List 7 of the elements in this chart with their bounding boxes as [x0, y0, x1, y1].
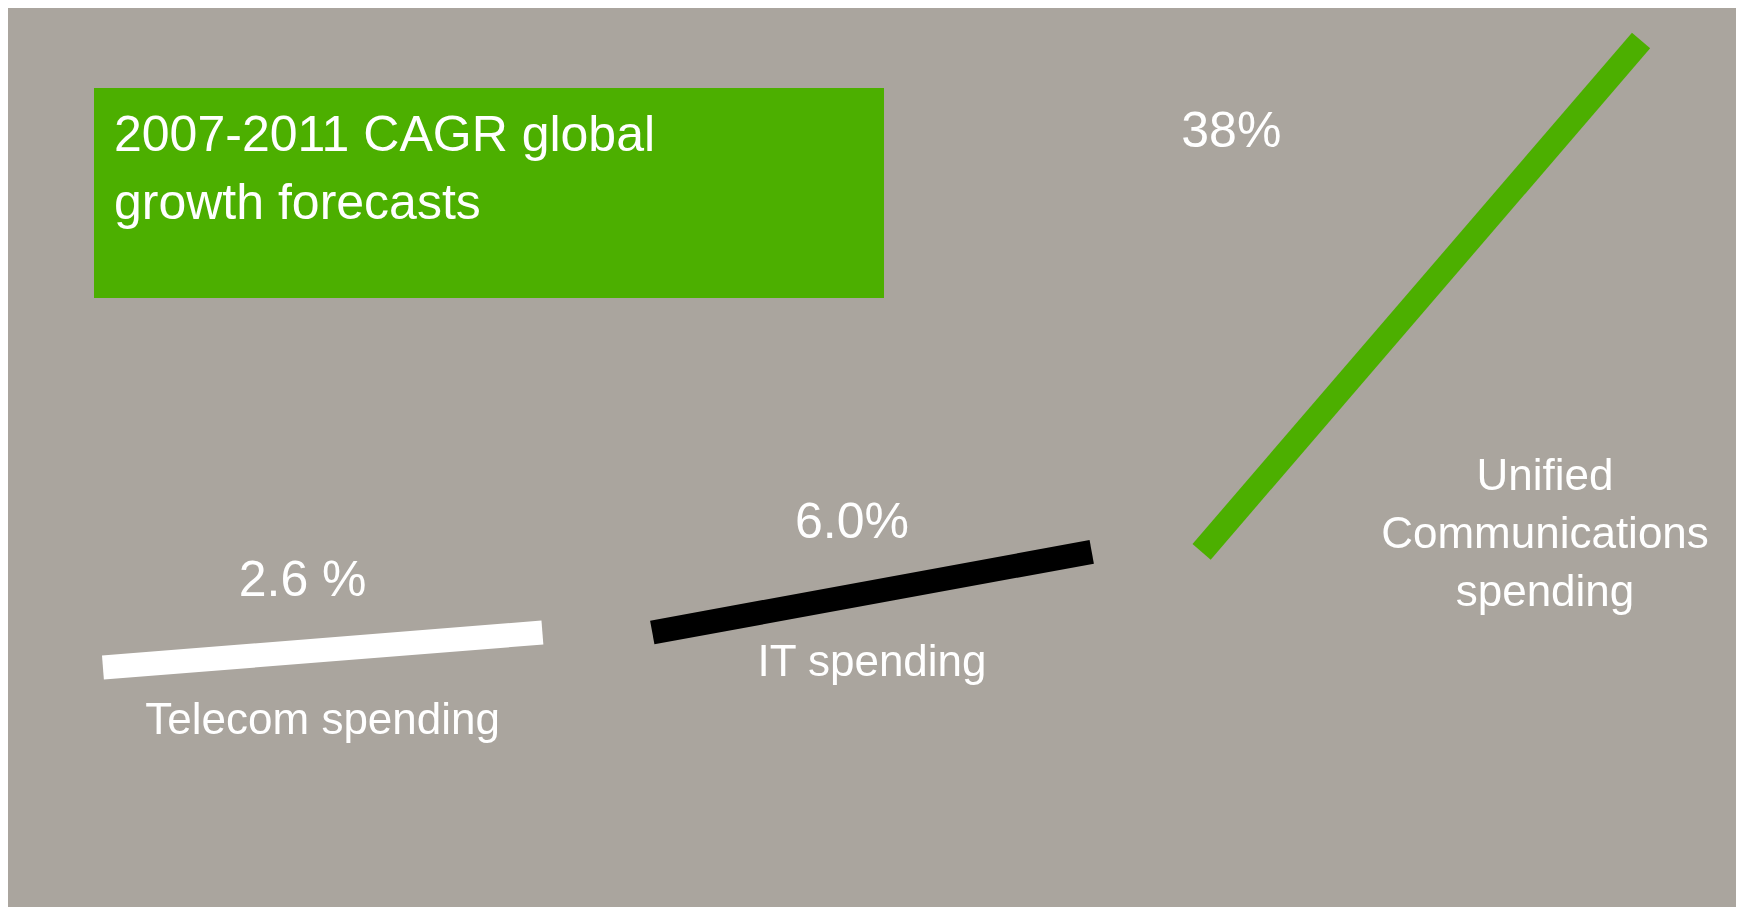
- category-label: Telecom spending: [144, 693, 501, 746]
- data-label: 2.6 %: [237, 550, 368, 609]
- data-label: 6.0%: [794, 492, 910, 551]
- data-label: 38%: [1180, 100, 1283, 159]
- text: 2007-2011 CAGR global growth forecasts: [114, 105, 657, 232]
- category-label: Unified Communications spending: [1380, 449, 1710, 618]
- category-label: IT spending: [756, 635, 988, 688]
